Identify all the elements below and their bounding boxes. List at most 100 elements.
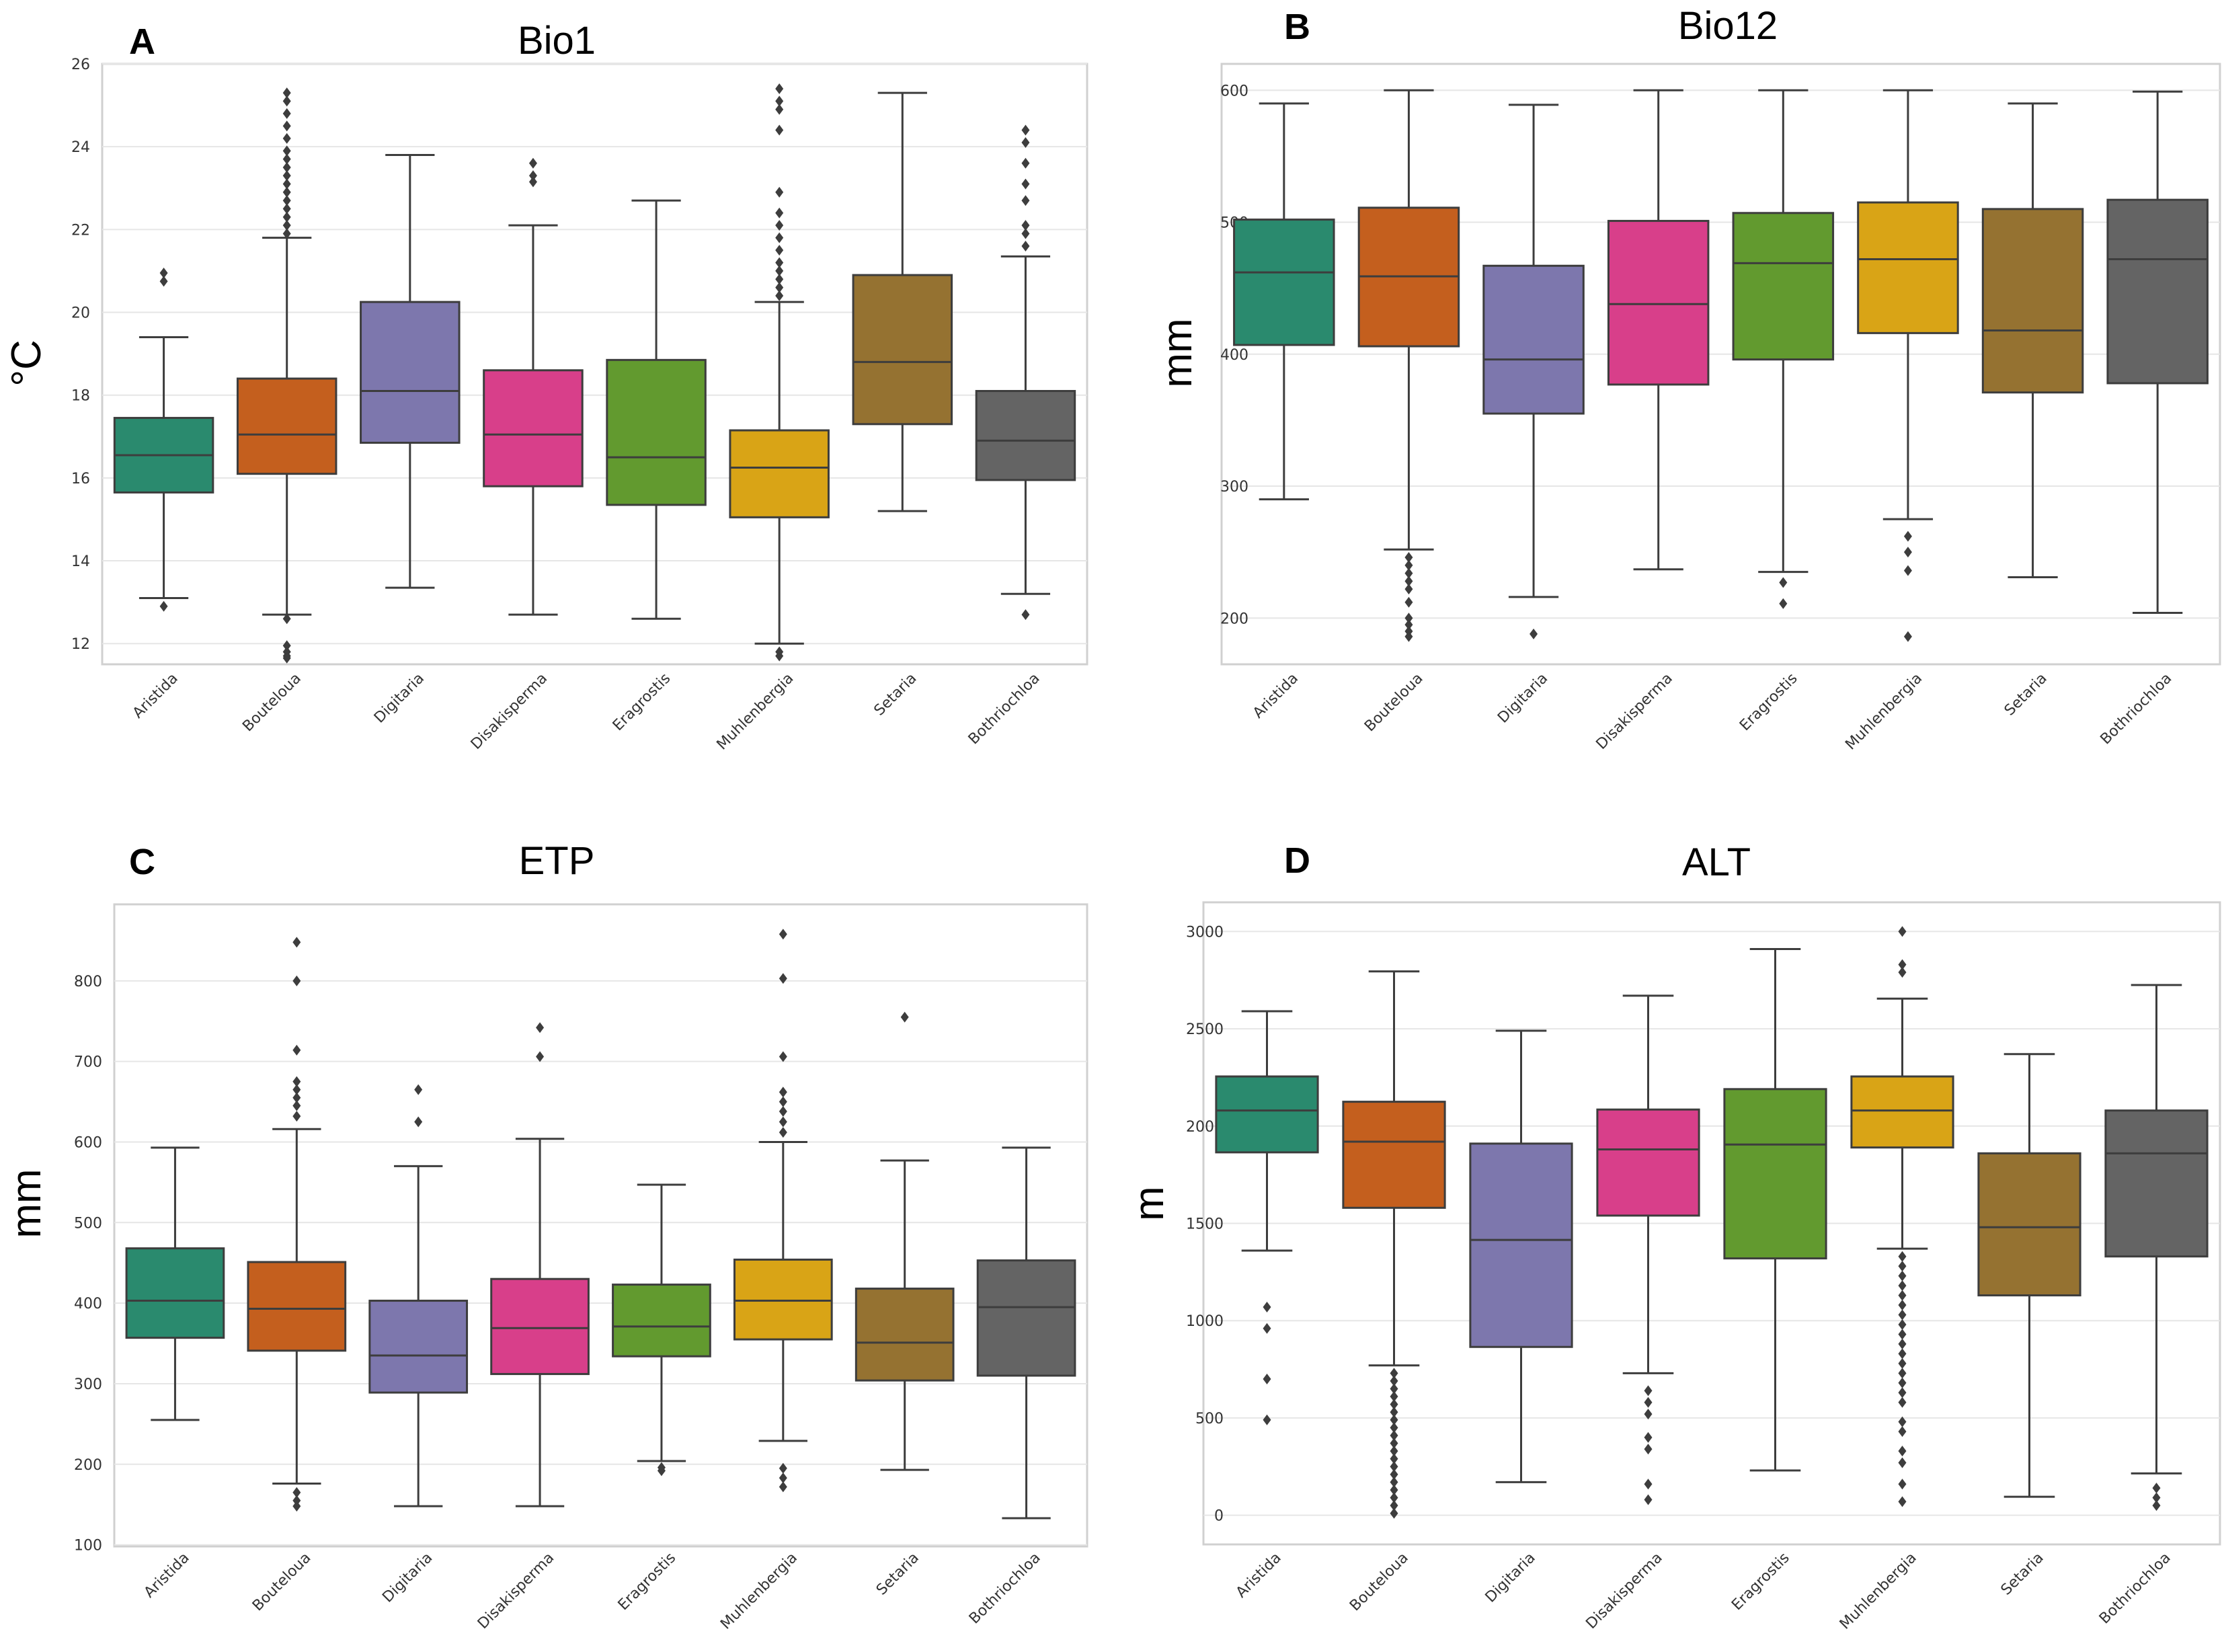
outlier-point — [282, 186, 291, 198]
outlier-point — [1898, 1387, 1907, 1399]
outlier-point — [1021, 228, 1030, 239]
outlier-point — [1898, 1479, 1907, 1490]
box-bothriochloa — [976, 1146, 1076, 1520]
panel-letter: C — [129, 842, 155, 882]
x-tick-label: Bothriochloa — [2096, 1550, 2174, 1628]
x-tick-label: Bothriochloa — [965, 670, 1043, 748]
iqr-box — [975, 390, 1076, 481]
outlier-point — [282, 132, 291, 144]
outlier-point — [292, 1501, 301, 1512]
outlier-point — [1898, 1329, 1907, 1340]
outlier-point — [1898, 1309, 1907, 1321]
outlier-point — [528, 176, 537, 188]
outlier-point — [1263, 1374, 1271, 1385]
outlier-point — [292, 1076, 301, 1087]
plot-area — [113, 903, 1088, 1548]
outlier-point — [1898, 1348, 1907, 1360]
y-tick-label: 18 — [71, 388, 90, 405]
iqr-box — [360, 301, 461, 444]
panel-letter: B — [1284, 7, 1310, 47]
outlier-point — [282, 178, 291, 190]
x-tick-label: Disakisperma — [475, 1550, 557, 1633]
outlier-point — [159, 268, 168, 279]
x-tick-label: Bouteloua — [1361, 670, 1427, 736]
outlier-point — [1390, 1429, 1398, 1441]
outlier-point — [1898, 1261, 1907, 1272]
outlier-point — [282, 153, 291, 165]
iqr-box — [1342, 1101, 1446, 1209]
outlier-point — [1898, 1300, 1907, 1311]
chart-panel-c: 100 200 300 400 500 600 700 800 C ETP mm Aristida Bo… — [3, 839, 1088, 1633]
outlier-point — [282, 640, 291, 652]
outlier-point — [1644, 1431, 1653, 1443]
outlier-point — [775, 207, 784, 219]
y-tick-label: 600 — [1220, 83, 1248, 100]
y-tick-label: 14 — [71, 553, 90, 570]
outlier-point — [1898, 1358, 1907, 1369]
x-tick-label: Aristida — [130, 670, 182, 722]
box-muhlenbergia — [729, 83, 830, 662]
x-tick-label: Digitaria — [379, 1550, 436, 1606]
outlier-point — [1898, 1446, 1907, 1457]
outlier-point — [775, 282, 784, 293]
outlier-point — [1390, 1453, 1398, 1464]
outlier-point — [779, 929, 787, 940]
outlier-point — [2152, 1483, 2161, 1494]
x-tick-label: Aristida — [1250, 670, 1302, 722]
y-axis-label: mm — [1154, 318, 1201, 387]
outlier-point — [1390, 1375, 1398, 1386]
outlier-point — [292, 975, 301, 986]
y-tick-label: 1000 — [1186, 1313, 1224, 1330]
outlier-point — [282, 228, 291, 239]
box-disakisperma — [490, 1022, 590, 1507]
outlier-point — [657, 1465, 666, 1477]
iqr-box — [1469, 1142, 1573, 1348]
panel-letter: D — [1284, 840, 1310, 881]
y-axis-label: °C — [3, 340, 50, 387]
box-setaria — [1977, 1053, 2081, 1498]
iqr-box — [852, 274, 953, 426]
box-muhlenbergia — [1857, 89, 1959, 642]
outlier-point — [775, 290, 784, 301]
box-disakisperma — [483, 157, 584, 616]
box-aristida — [1215, 1010, 1319, 1425]
y-tick-label: 0 — [1214, 1508, 1224, 1525]
iqr-box — [729, 429, 830, 518]
iqr-box — [368, 1300, 469, 1394]
outlier-point — [775, 650, 784, 662]
outlier-point — [1390, 1422, 1398, 1433]
outlier-point — [282, 145, 291, 157]
box-muhlenbergia — [733, 929, 833, 1493]
iqr-box — [1215, 1075, 1319, 1154]
y-tick-label: 400 — [1220, 347, 1248, 364]
outlier-point — [1263, 1414, 1271, 1425]
chart-panel-b: 200300400500600BBio12mmAristidaBouteloua… — [1154, 4, 2221, 753]
outlier-point — [1779, 598, 1788, 609]
y-axis-label: mm — [3, 1169, 50, 1238]
y-tick-label: 400 — [74, 1296, 102, 1312]
iqr-box — [1981, 208, 2084, 394]
outlier-point — [1021, 609, 1030, 621]
y-tick-label: 100 — [74, 1538, 102, 1555]
outlier-point — [282, 203, 291, 214]
outlier-point — [775, 265, 784, 276]
outlier-point — [1644, 1494, 1653, 1505]
outlier-point — [775, 124, 784, 136]
outlier-point — [159, 276, 168, 287]
outlier-point — [282, 195, 291, 206]
outlier-point — [775, 186, 784, 198]
y-tick-label: 500 — [1195, 1411, 1224, 1427]
outlier-point — [1021, 137, 1030, 149]
outlier-point — [1390, 1407, 1398, 1418]
outlier-point — [282, 170, 291, 182]
chart-title: Bio12 — [1678, 4, 1778, 48]
outlier-point — [1898, 1496, 1907, 1507]
outlier-point — [1404, 567, 1413, 579]
outlier-point — [292, 1044, 301, 1056]
outlier-point — [1390, 1507, 1398, 1519]
outlier-point — [292, 1084, 301, 1095]
x-tick-label: Bothriochloa — [2098, 670, 2176, 748]
y-tick-label: 300 — [1220, 479, 1248, 496]
box-eragrostis — [1723, 947, 1827, 1472]
